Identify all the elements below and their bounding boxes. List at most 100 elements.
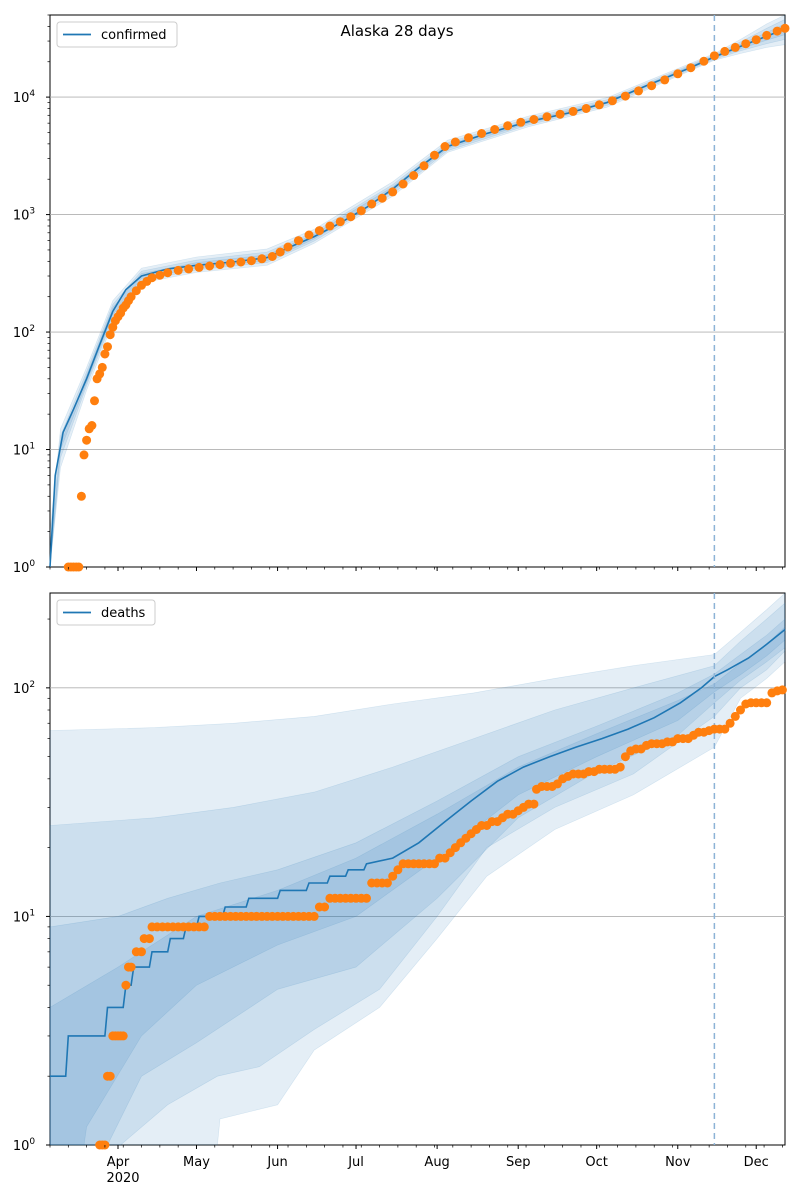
confirmed-points — [63, 23, 790, 572]
y-tick-exponent: 3 — [29, 207, 35, 217]
observed-point — [314, 226, 324, 236]
confirmed-axes-frame — [49, 14, 786, 568]
observed-point — [90, 396, 99, 406]
observed-point — [275, 247, 285, 257]
observed-point — [464, 133, 473, 143]
observed-point — [137, 947, 146, 957]
observed-point — [516, 117, 526, 127]
observed-point — [283, 242, 293, 252]
observed-point — [762, 698, 772, 708]
y-tick-exponent: 1 — [29, 908, 35, 918]
observed-point — [388, 187, 398, 197]
x-tick-label: Nov — [665, 1155, 691, 1170]
legend-box — [56, 21, 178, 48]
observed-point — [673, 69, 683, 79]
observed-point — [226, 258, 235, 268]
y-tick-exponent: 0 — [29, 1137, 35, 1147]
observed-point — [126, 292, 136, 302]
deaths-points — [95, 685, 787, 1150]
observed-point — [377, 193, 387, 203]
observed-point — [730, 711, 740, 721]
observed-point — [594, 100, 604, 110]
x-tick-label: Sep — [506, 1155, 531, 1170]
y-tick-exponent: 0 — [29, 559, 35, 569]
y-tick-exponent: 2 — [29, 324, 35, 334]
y-tick-exponent: 2 — [29, 680, 35, 690]
observed-point — [155, 270, 165, 280]
observed-point — [100, 349, 110, 359]
observed-point — [215, 260, 225, 270]
deaths-x-ticks: Apr May Jun Jul Aug Sep Oct Nov Dec — [49, 1145, 783, 1170]
observed-point — [118, 1031, 128, 1041]
legend-box — [56, 599, 156, 626]
observed-point — [751, 35, 761, 45]
observed-point — [74, 562, 84, 572]
observed-point — [144, 934, 154, 944]
observed-point — [736, 705, 745, 715]
observed-point — [335, 217, 345, 227]
x-year-label: 2020 — [106, 1171, 139, 1186]
deaths-axes-frame — [49, 592, 786, 1146]
observed-point — [199, 922, 209, 932]
observed-point — [105, 330, 115, 340]
observed-point — [419, 161, 429, 171]
observed-point — [720, 46, 730, 56]
observed-point — [205, 261, 215, 271]
observed-point — [309, 911, 319, 921]
observed-point — [173, 265, 183, 275]
observed-point — [393, 865, 403, 875]
observed-point — [529, 799, 539, 809]
observed-point — [440, 142, 450, 151]
x-tick-label: Dec — [744, 1155, 769, 1170]
observed-point — [82, 435, 92, 445]
x-tick-label: Jul — [347, 1155, 364, 1170]
x-tick-label: May — [183, 1155, 210, 1170]
observed-point — [147, 273, 157, 283]
observed-point — [762, 30, 772, 40]
observed-point — [780, 23, 790, 33]
observed-point — [568, 106, 578, 116]
observed-point — [246, 256, 256, 266]
observed-point — [581, 104, 591, 113]
confirmed-x-ticks — [49, 567, 783, 571]
legend-label-confirmed: confirmed — [101, 28, 167, 43]
observed-point — [699, 56, 709, 66]
observed-point — [772, 26, 782, 36]
observed-point — [267, 252, 277, 261]
deaths-legend: deaths — [56, 599, 156, 626]
uncertainty-band — [49, 592, 786, 1146]
observed-point — [529, 115, 539, 124]
observed-point — [382, 878, 392, 888]
confirmed-grid — [50, 96, 785, 450]
x-tick-label: Apr — [107, 1155, 130, 1170]
observed-point — [97, 362, 107, 372]
observed-point — [725, 718, 735, 728]
observed-point — [103, 342, 112, 352]
observed-point — [477, 129, 487, 138]
observed-point — [194, 262, 204, 272]
x-tick-label: Aug — [424, 1155, 449, 1170]
observed-point — [294, 236, 303, 246]
observed-point — [620, 91, 630, 101]
observed-point — [105, 1071, 115, 1081]
y-tick-exponent: 1 — [29, 442, 35, 452]
observed-point — [607, 96, 617, 106]
observed-point — [450, 137, 460, 147]
observed-point — [320, 902, 330, 912]
observed-point — [346, 212, 356, 222]
observed-point — [620, 752, 630, 762]
observed-point — [542, 112, 552, 122]
observed-point — [409, 171, 419, 180]
observed-point — [686, 63, 696, 73]
observed-point — [634, 86, 643, 96]
uncertainty-band — [49, 626, 786, 1146]
observed-point — [647, 81, 657, 91]
observed-point — [126, 962, 136, 972]
uncertainty-band — [49, 618, 786, 1146]
x-tick-label: Jun — [266, 1155, 287, 1170]
observed-point — [555, 109, 565, 119]
observed-point — [660, 75, 670, 85]
chart-title: Alaska 28 days — [340, 22, 453, 40]
